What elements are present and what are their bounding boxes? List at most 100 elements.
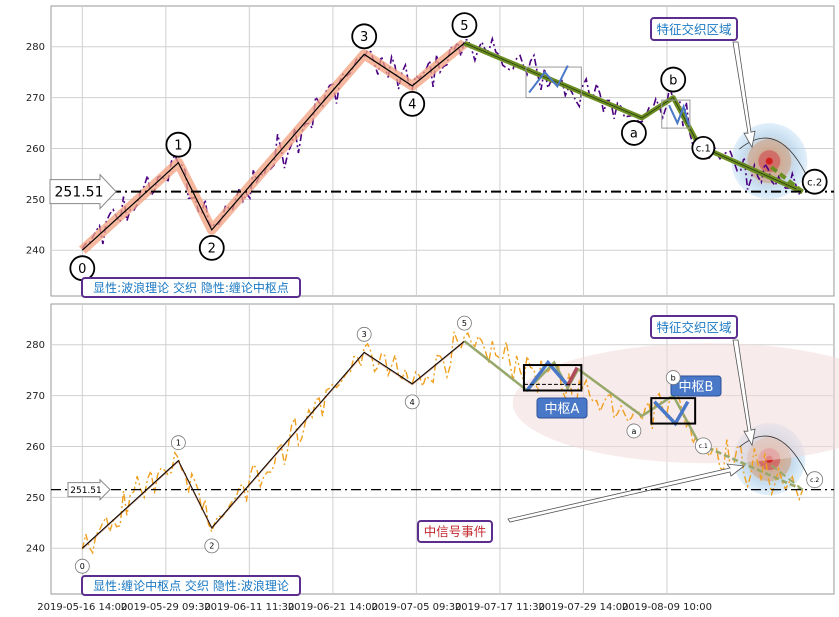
- level-label-bg: [49, 173, 117, 210]
- annotation-bg: [650, 315, 738, 339]
- x-tick-label: 2019-07-05 09:30: [371, 602, 461, 613]
- wave-point-5: 5: [451, 12, 478, 39]
- intersection-dot: [765, 157, 773, 165]
- pivot-b-label-bg: [670, 375, 722, 397]
- wave-line-shadow: [82, 341, 465, 550]
- pivot-box-small: [525, 66, 582, 99]
- feature-annotation: 特征交织区域: [650, 315, 756, 447]
- wave-point-circle: [694, 437, 712, 455]
- wave-point-circle: [801, 168, 828, 195]
- pivot-box-small: [661, 99, 691, 129]
- wave-point-label: 1: [176, 439, 181, 448]
- pivot-a-end: [566, 366, 579, 387]
- wave-point-0: 0: [74, 558, 90, 574]
- x-tick-label: 2019-06-11 11:30: [204, 602, 294, 613]
- pivot-zigzag: [528, 65, 569, 94]
- wave-point-label: b: [669, 73, 677, 88]
- wave-point-circle: [198, 234, 225, 261]
- wave-point-4: 4: [399, 90, 426, 117]
- wave-point-circle: [356, 326, 372, 342]
- wave-point-circle: [399, 90, 426, 117]
- legend-box: 显性:缠论中枢点 交织 隐性:波浪理论: [81, 575, 301, 596]
- pivot-a-label: 中枢A: [536, 397, 588, 419]
- wave-point-c-2: c.2: [801, 168, 828, 195]
- y-tick-label: 260: [26, 144, 45, 155]
- wave-point-label: 4: [408, 98, 416, 113]
- wave-point-label: 0: [78, 262, 86, 277]
- wave-point-1: 1: [165, 131, 192, 158]
- wave-point-c-1: c.1: [694, 437, 712, 455]
- annotation-arrow: [732, 41, 756, 149]
- wave-point-0: 0: [69, 255, 96, 282]
- x-tick-label: 2019-05-29 09:30: [121, 602, 211, 613]
- legend-box-text: 显性:缠论中枢点 交织 隐性:波浪理论: [93, 578, 289, 593]
- wave-point-5: 5: [457, 315, 472, 331]
- wave-point-circle: [351, 23, 378, 50]
- pivot-zigzag: [668, 103, 690, 126]
- c-wave-dash: [770, 464, 804, 491]
- wave-point-label: 4: [410, 398, 415, 407]
- y-tick-label: 260: [26, 442, 45, 453]
- level-text: 251.51: [70, 486, 102, 496]
- annotation-text: 特征交织区域: [656, 320, 731, 335]
- correction-wave-thin: [464, 42, 803, 193]
- y-tick-label: 250: [26, 195, 45, 206]
- wave-point-circle: [621, 120, 647, 146]
- x-tick-label: 2019-07-29 14:00: [538, 602, 628, 613]
- pivot-b-label: 中枢B: [670, 375, 722, 397]
- wave-line: [81, 42, 465, 251]
- x-tick-label: 2019-07-17 11:30: [455, 602, 545, 613]
- annotation-arrow: [732, 339, 756, 447]
- level-label-bg: [67, 478, 111, 501]
- legend-box-bg: [81, 277, 301, 298]
- wave-point-4: 4: [404, 394, 420, 410]
- level-label: 251.51: [49, 173, 117, 210]
- legend-box-text: 显性:波浪理论 交织 隐性:缠论中枢点: [93, 280, 289, 295]
- wave-point-circle: [404, 394, 420, 410]
- wave-point-b: b: [665, 370, 681, 385]
- wave-point-circle: [451, 12, 478, 39]
- pivot-a-label-bg: [536, 397, 588, 419]
- wave-point-circle: [806, 471, 824, 489]
- wave-point-label: c.1: [696, 144, 711, 155]
- x-tick-label: 2019-06-21 14:00: [288, 602, 378, 613]
- intersection-arc: [739, 137, 810, 182]
- y-tick-label: 240: [26, 246, 45, 257]
- level-label: 251.51: [67, 478, 111, 501]
- wave-point-a: a: [626, 423, 642, 439]
- x-tick-label: 2019-08-09 10:00: [622, 602, 712, 613]
- wave-point-circle: [691, 136, 716, 160]
- wave-point-c-1: c.1: [691, 136, 716, 160]
- pivot-zone-ellipse: [512, 343, 839, 464]
- level-text: 251.51: [55, 185, 104, 201]
- annotation-bg: [650, 17, 738, 41]
- wave-point-label: 5: [462, 319, 467, 328]
- wave-point-label: a: [631, 427, 636, 436]
- wave-point-3: 3: [356, 326, 372, 342]
- wave-point-label: 3: [362, 330, 367, 339]
- wave-point-label: 5: [460, 19, 468, 34]
- wave-point-label: c.2: [810, 477, 819, 484]
- wave-point-b: b: [660, 66, 687, 93]
- c-wave-dash: [770, 165, 804, 194]
- wave-point-c-2: c.2: [806, 471, 824, 489]
- legend-box: 显性:波浪理论 交织 隐性:缠论中枢点: [81, 277, 301, 298]
- wave-point-2: 2: [198, 234, 225, 261]
- wave-point-circle: [457, 315, 472, 331]
- wave-point-circle: [165, 131, 192, 158]
- y-tick-label: 240: [26, 544, 45, 555]
- wave-point-label: c.1: [699, 443, 708, 450]
- wave-point-a: a: [621, 120, 647, 146]
- wave-line: [81, 340, 465, 549]
- wave-point-label: 0: [80, 562, 85, 571]
- pivot-a-text: 中枢A: [545, 402, 580, 417]
- wave-point-label: 2: [209, 542, 214, 551]
- y-tick-label: 270: [26, 391, 45, 402]
- wave-point-circle: [665, 370, 681, 385]
- pivot-b-text: 中枢B: [679, 380, 714, 395]
- signal-text: 中信号事件: [424, 524, 487, 539]
- wave-point-label: b: [671, 373, 676, 382]
